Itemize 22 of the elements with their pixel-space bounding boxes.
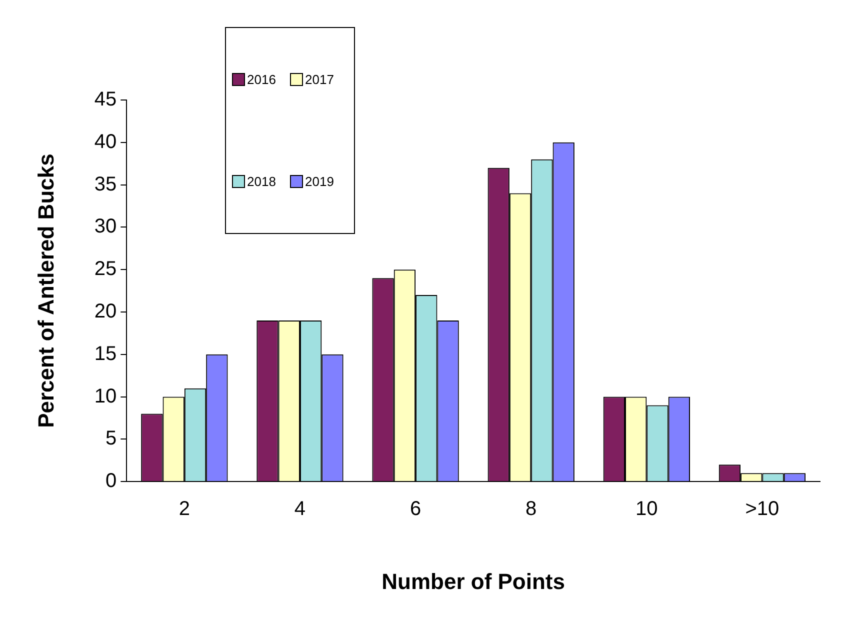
y-tick-label: 5 bbox=[106, 428, 117, 450]
legend-label: 2016 bbox=[247, 72, 276, 87]
x-axis-title: Number of Points bbox=[382, 568, 565, 594]
legend-label: 2019 bbox=[305, 174, 334, 190]
legend-label: 2017 bbox=[305, 72, 334, 87]
y-tick-label: 45 bbox=[94, 88, 117, 111]
x-tick-label: 8 bbox=[526, 498, 537, 520]
x-tick-label: 6 bbox=[410, 498, 422, 520]
y-tick-label: 40 bbox=[94, 130, 117, 153]
legend-label: 2018 bbox=[247, 174, 276, 190]
y-tick-label: 10 bbox=[94, 385, 117, 408]
y-axis-title: Percent of Antlered Bucks bbox=[33, 154, 58, 428]
y-tick-label: 35 bbox=[94, 173, 117, 196]
y-tick-label: 25 bbox=[94, 258, 117, 280]
y-tick-label: 20 bbox=[94, 300, 117, 323]
y-tick-label: 15 bbox=[94, 342, 117, 365]
y-tick-label: 30 bbox=[94, 216, 117, 238]
x-tick-label: >10 bbox=[745, 498, 780, 520]
y-tick-label: 0 bbox=[106, 470, 117, 492]
x-tick-label: 2 bbox=[178, 498, 190, 520]
x-tick-label: 10 bbox=[636, 498, 658, 520]
x-tick-label: 4 bbox=[294, 498, 306, 520]
